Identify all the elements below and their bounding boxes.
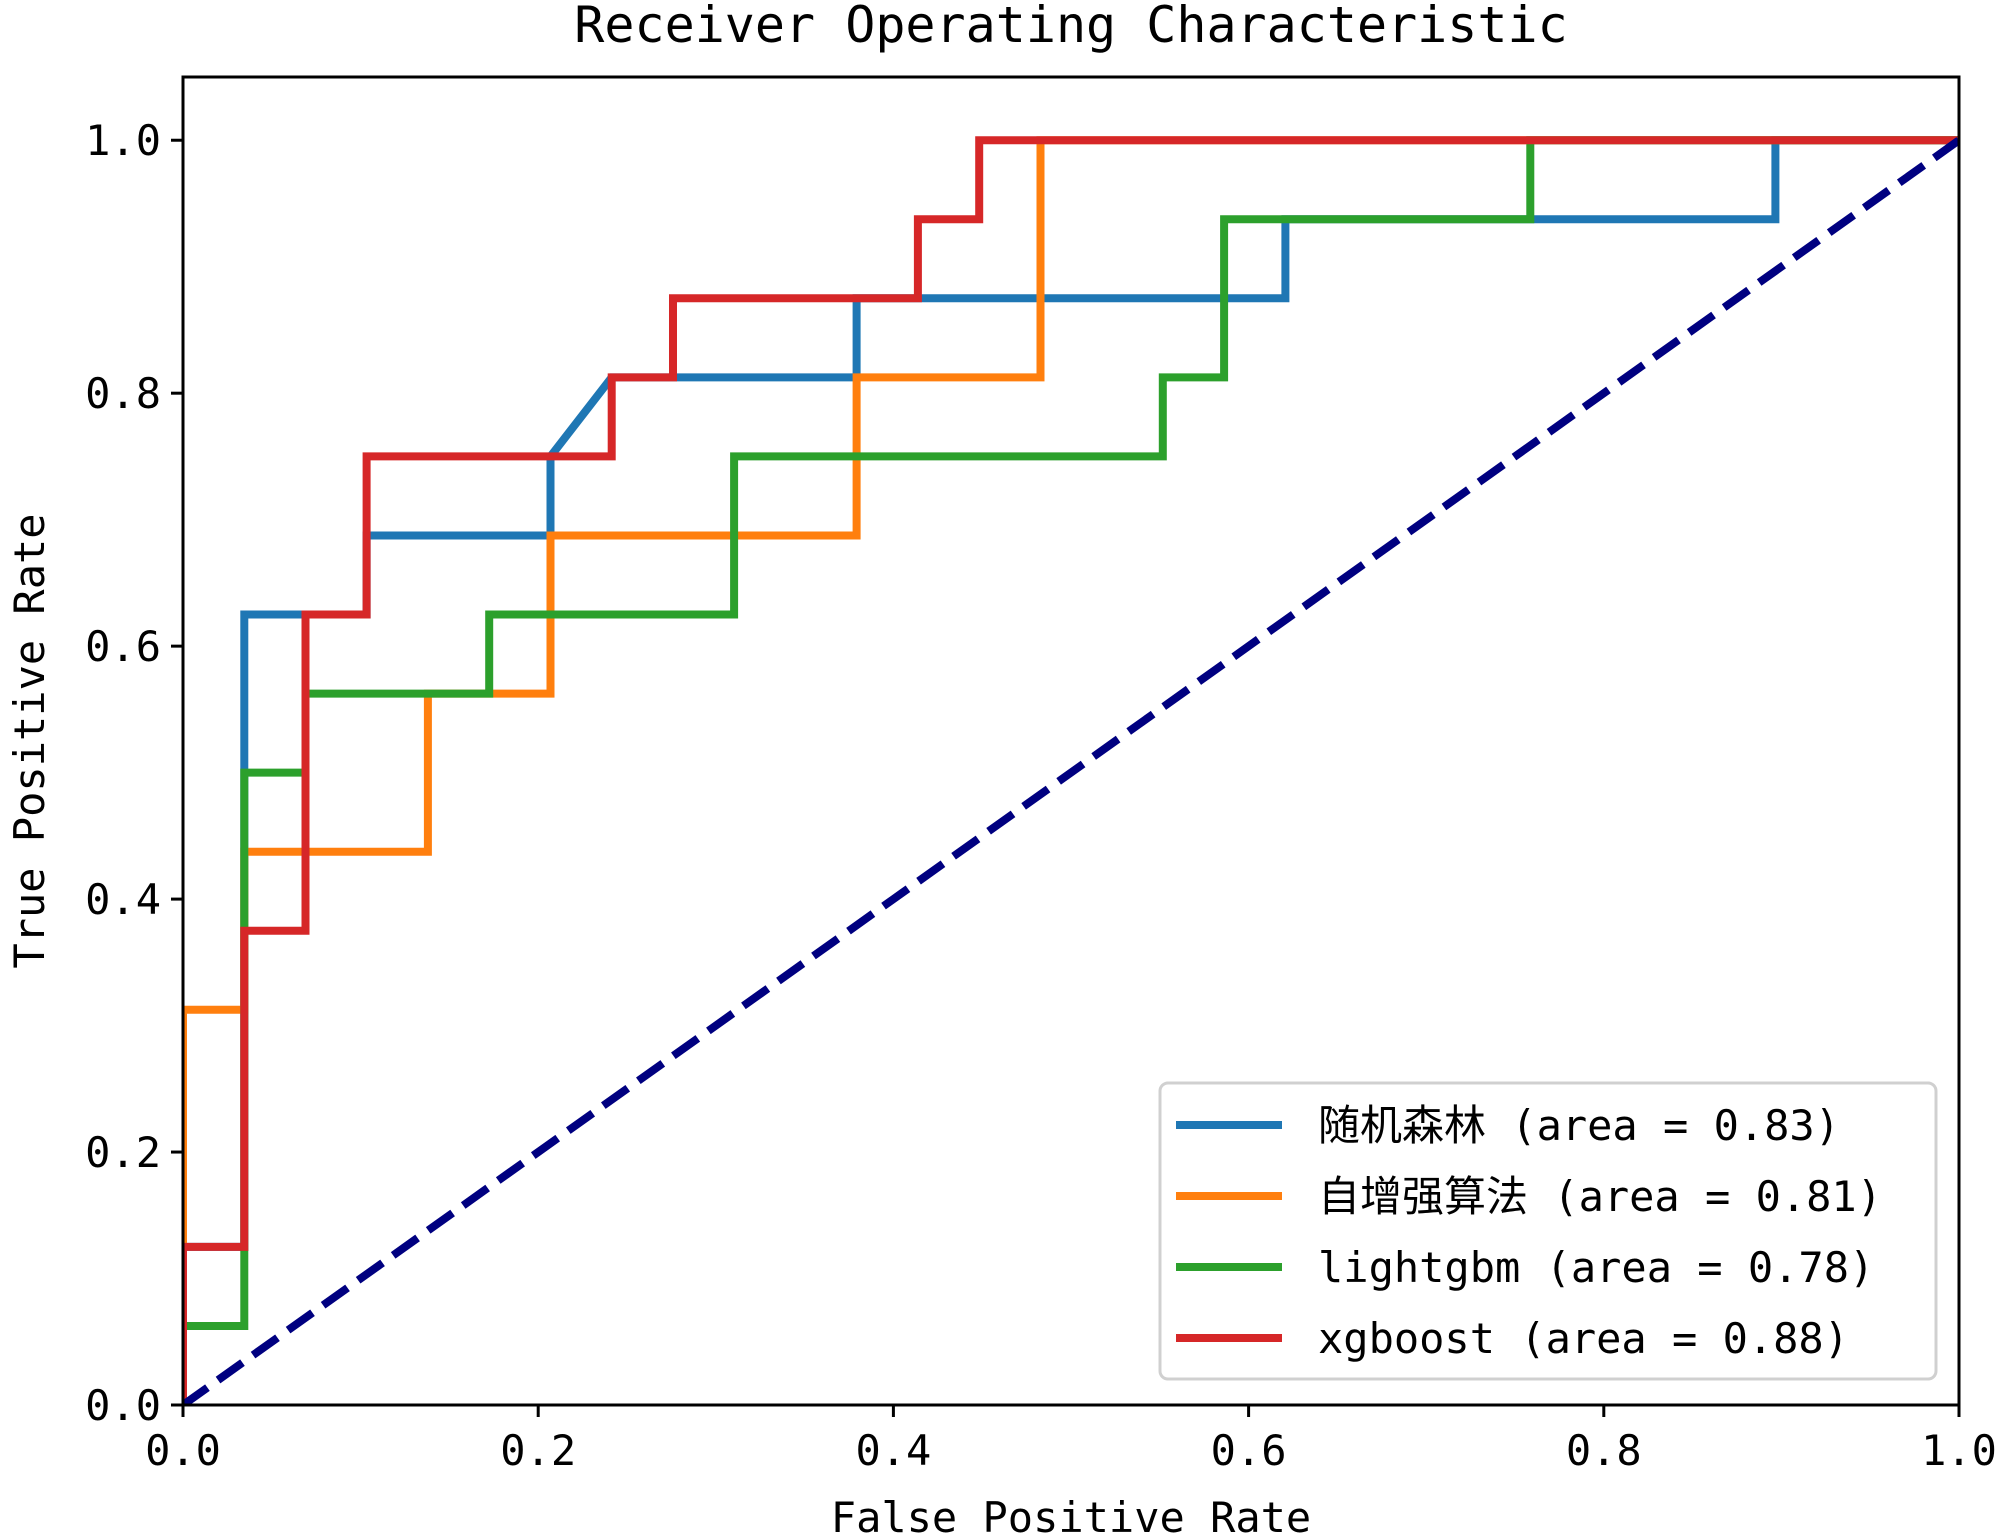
x-tick-label: 1.0 (1921, 1426, 1997, 1475)
legend-label: lightgbm (area = 0.78) (1318, 1243, 1874, 1292)
tick-group: 0.0 0.2 0.4 0.6 0.8 1.0 0.0 0.2 0.4 0.6 0.8 1.0 (85, 116, 1997, 1475)
y-tick-label: 1.0 (85, 116, 161, 165)
legend-label: xgboost (area = 0.88) (1318, 1314, 1849, 1363)
y-tick-label: 0.8 (85, 369, 161, 418)
legend-label: 随机森林 (area = 0.83) (1318, 1101, 1840, 1150)
x-tick-label: 0.8 (1566, 1426, 1642, 1475)
x-tick-label: 0.0 (145, 1426, 221, 1475)
y-tick-label: 0.4 (85, 875, 161, 924)
y-axis-label: True Positive Rate (5, 513, 54, 968)
legend-label: 自增强算法 (area = 0.81) (1318, 1172, 1882, 1221)
x-tick-label: 0.2 (500, 1426, 576, 1475)
legend: 随机森林 (area = 0.83) 自增强算法 (area = 0.81) lig… (1158, 1081, 1938, 1381)
plot-area (183, 136, 1959, 1405)
x-tick-label: 0.4 (855, 1426, 931, 1475)
x-axis-label: False Positive Rate (831, 1493, 1311, 1540)
reference-diagonal-line (183, 136, 1959, 1405)
axes-frame (181, 75, 1961, 1407)
chart-title: Receiver Operating Characteristic (574, 0, 1567, 54)
roc-line-series-4 (183, 136, 1959, 1405)
y-tick-label: 0.2 (85, 1128, 161, 1177)
x-tick-label: 0.6 (1211, 1426, 1287, 1475)
y-tick-label: 0.0 (85, 1381, 161, 1430)
legend-box (1158, 1081, 1938, 1381)
y-tick-label: 0.6 (85, 622, 161, 671)
